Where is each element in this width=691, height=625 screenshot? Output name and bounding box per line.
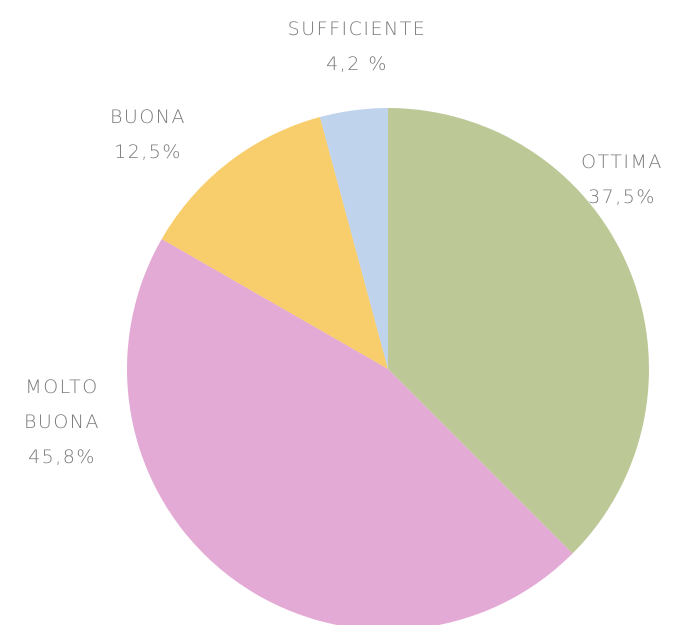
- category-label: OTTIMA: [581, 151, 663, 173]
- pie-slice: [127, 238, 573, 625]
- slice-label: OTTIMA 37,5%: [562, 145, 682, 215]
- slice-label: MOLTO BUONA 45,8%: [2, 370, 122, 475]
- value-label: 37,5%: [588, 186, 656, 208]
- value-label: 4,2 %: [326, 53, 388, 75]
- pie-slice: [319, 108, 388, 369]
- category-label: MOLTO BUONA: [23, 376, 100, 433]
- pie-slice: [161, 117, 388, 369]
- value-label: 45,8%: [28, 446, 96, 468]
- slice-label: BUONA 12,5%: [88, 100, 208, 170]
- pie-slice: [388, 108, 650, 554]
- value-label: 12,5%: [114, 141, 182, 163]
- category-label: SUFFICIENTE: [287, 18, 427, 40]
- slice-label: SUFFICIENTE 4,2 %: [257, 12, 457, 82]
- category-label: BUONA: [109, 106, 186, 128]
